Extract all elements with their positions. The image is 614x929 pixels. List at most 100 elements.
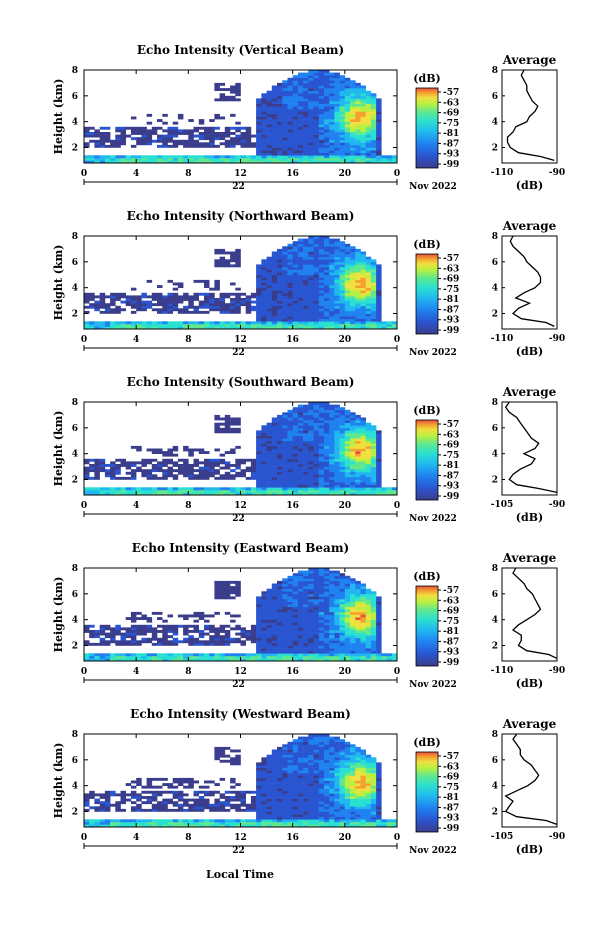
- heatmap-cell: [329, 471, 335, 475]
- heatmap-cell: [120, 796, 126, 799]
- heatmap-cell: [183, 471, 189, 475]
- heatmap-cell: [261, 93, 267, 97]
- heatmap-cell: [292, 106, 299, 110]
- heatmap-cell: [297, 152, 304, 156]
- heatmap-cell: [292, 578, 299, 582]
- heatmap-cell: [282, 596, 288, 600]
- heatmap-cell: [303, 119, 309, 122]
- heatmap-cell: [370, 658, 377, 662]
- heatmap-cell: [204, 157, 210, 161]
- heatmap-cell: [125, 824, 132, 828]
- heatmap-cell: [224, 476, 231, 480]
- heatmap-cell: [287, 624, 293, 628]
- heatmap-cell: [355, 583, 361, 587]
- heatmap-cell: [193, 489, 199, 493]
- heatmap-cell: [250, 305, 257, 309]
- heatmap-cell: [172, 155, 179, 159]
- panel-title: Echo Intensity (Southward Beam): [127, 375, 355, 389]
- heatmap-cells: [84, 402, 398, 496]
- heatmap-cell: [308, 313, 314, 317]
- x-tick-label: 0: [81, 667, 87, 677]
- heatmap-cell: [329, 80, 335, 84]
- heatmap-cell: [318, 619, 325, 623]
- heatmap-cell: [151, 790, 158, 794]
- heatmap-cell: [313, 310, 319, 314]
- heatmap-cell: [256, 101, 262, 104]
- heatmap-cell: [339, 573, 346, 577]
- heatmap-cell: [198, 492, 205, 496]
- heatmap-cell: [334, 155, 340, 159]
- heatmap-cell: [224, 624, 231, 628]
- heatmap-cell: [120, 461, 126, 465]
- heatmap-cell: [146, 640, 153, 644]
- heatmap-cell: [277, 471, 283, 475]
- heatmap-cell: [120, 142, 126, 146]
- heatmap-cell: [376, 134, 382, 138]
- heatmap-cell: [151, 819, 158, 823]
- heatmap-cell: [334, 157, 340, 161]
- heatmap-cell: [110, 635, 116, 639]
- heatmap-cell: [297, 103, 304, 107]
- heatmap-cell: [308, 580, 314, 584]
- heatmap-cell: [360, 316, 366, 319]
- heatmap-cell: [266, 433, 273, 436]
- heatmap-cell: [297, 300, 304, 304]
- heatmap-cell: [318, 251, 325, 255]
- heatmap-cell: [365, 132, 372, 135]
- heatmap-cell: [94, 471, 100, 475]
- heatmap-cell: [256, 606, 262, 610]
- heatmap-cell: [344, 604, 351, 608]
- heatmap-cell: [115, 801, 121, 805]
- heatmap-cell: [318, 417, 325, 421]
- heatmap-cell: [256, 624, 262, 628]
- heatmap-cell: [365, 632, 372, 636]
- heatmap-cell: [318, 160, 325, 164]
- heatmap-cell: [313, 489, 319, 493]
- heatmap-cell: [84, 157, 90, 161]
- heatmap-cell: [292, 601, 299, 605]
- heatmap-cell: [261, 645, 267, 649]
- heatmap-cell: [277, 321, 283, 325]
- heatmap-cell: [266, 448, 273, 452]
- heatmap-cell: [271, 142, 278, 146]
- heatmap-cell: [334, 282, 340, 286]
- heatmap-cell: [167, 279, 173, 283]
- heatmap-cell: [167, 308, 173, 312]
- average-y-tick-label: 6: [492, 258, 498, 268]
- heatmap-cell: [350, 267, 356, 270]
- heatmap-cell: [313, 596, 319, 600]
- heatmap-cell: [256, 142, 262, 146]
- heatmap-cell: [287, 305, 293, 309]
- heatmap-cell: [334, 116, 340, 120]
- heatmap-cell: [355, 487, 361, 491]
- heatmap-cell: [110, 824, 116, 828]
- heatmap-cell: [292, 637, 299, 641]
- heatmap-cell: [282, 274, 288, 278]
- heatmap-cell: [245, 632, 252, 636]
- heatmap-cell: [172, 801, 179, 805]
- heatmap-cell: [292, 632, 299, 636]
- heatmap-cell: [282, 469, 288, 473]
- heatmap-cell: [297, 466, 304, 470]
- heatmap-cell: [303, 624, 309, 628]
- heatmap-cell: [324, 279, 330, 283]
- heatmap-cell: [318, 126, 325, 130]
- y-tick-label: 8: [72, 564, 78, 574]
- heatmap-cell: [230, 321, 236, 325]
- heatmap-cell: [271, 295, 278, 299]
- heatmap-cell: [266, 272, 273, 276]
- heatmap-cell: [318, 596, 325, 600]
- heatmap-cell: [292, 144, 299, 148]
- heatmap-cell: [360, 489, 366, 493]
- heatmap-cell: [344, 119, 351, 122]
- heatmap-cell: [266, 285, 273, 288]
- heatmap-cell: [157, 824, 163, 828]
- heatmap-cell: [350, 264, 356, 268]
- heatmap-cell: [282, 119, 288, 122]
- heatmap-cell: [313, 580, 319, 584]
- heatmap-cell: [324, 476, 330, 480]
- heatmap-cell: [360, 269, 366, 273]
- heatmap-cell: [188, 323, 194, 327]
- heatmap-cell: [308, 277, 314, 281]
- heatmap-cell: [303, 588, 309, 592]
